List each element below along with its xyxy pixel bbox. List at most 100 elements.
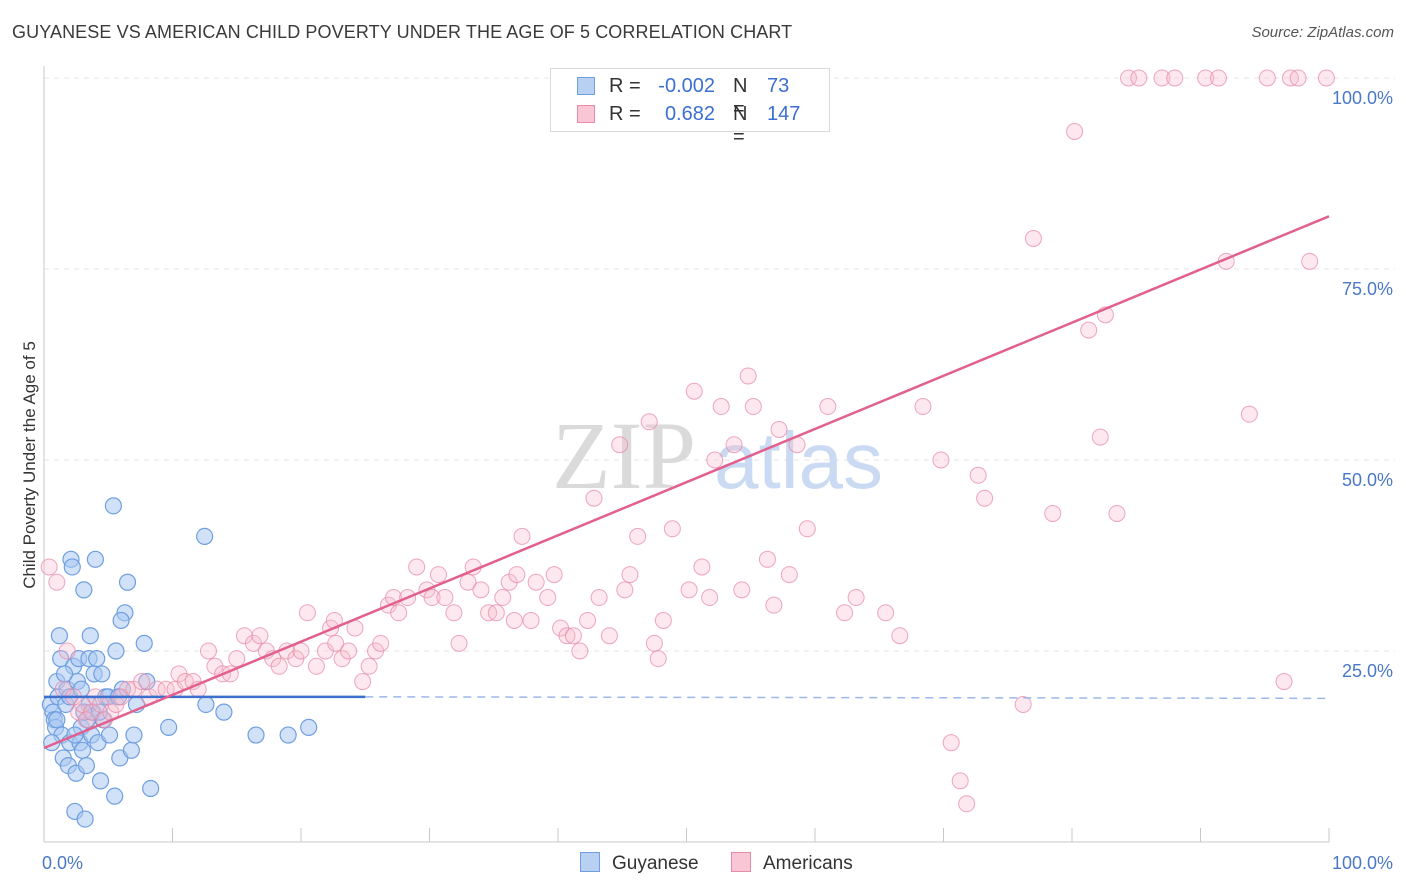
guyanese-point [75, 581, 93, 599]
bottom-legend-swatch-blue [580, 852, 600, 872]
bottom-legend-label: Americans [763, 853, 853, 874]
americans-point [958, 795, 976, 813]
guyanese-point [125, 726, 143, 744]
americans-point [685, 382, 703, 400]
americans-point [976, 489, 994, 507]
americans-point [1024, 229, 1042, 247]
americans-point [445, 604, 463, 622]
americans-point [765, 596, 783, 614]
americans-point [701, 589, 719, 607]
americans-point [527, 573, 545, 591]
legend-n-value: 147 [767, 103, 801, 125]
legend-r-value: -0.002 [658, 75, 715, 97]
americans-point [798, 520, 816, 538]
bottom-legend-swatch-pink [731, 852, 751, 872]
americans-point [600, 627, 618, 645]
guyanese-point [247, 726, 265, 744]
americans-point [590, 589, 608, 607]
americans-point [706, 451, 724, 469]
americans-point [645, 634, 663, 652]
americans-point [877, 604, 895, 622]
americans-point [585, 489, 603, 507]
americans-point [1120, 69, 1138, 87]
y-tick-label: 100.0% [1332, 88, 1393, 108]
guyanese-point [106, 787, 124, 805]
americans-point [611, 436, 629, 454]
americans-point [522, 611, 540, 629]
americans-point [487, 604, 505, 622]
bottom-legend-label: Guyanese [612, 853, 699, 874]
americans-point [1153, 69, 1171, 87]
americans-point [1014, 695, 1032, 713]
americans-point [629, 527, 647, 545]
guyanese-point [50, 627, 69, 645]
americans-point [951, 772, 969, 790]
americans-point [847, 589, 865, 607]
americans-point [1197, 69, 1215, 87]
y-tick-label: 50.0% [1342, 470, 1393, 490]
americans-point [1044, 504, 1062, 522]
guyanese-point [142, 779, 160, 798]
guyanese-point [93, 665, 111, 683]
guyanese-points [41, 497, 318, 828]
americans-point [663, 520, 681, 538]
americans-point [1209, 69, 1227, 87]
americans-point [1091, 428, 1109, 446]
americans-point [621, 566, 639, 584]
bottom-legend-guyanese: Guyanese [580, 852, 699, 875]
correlation-legend: R = -0.002 N = 73 R = 0.682 N = 147 [550, 68, 830, 148]
axes [43, 66, 1330, 843]
guyanese-point [300, 718, 318, 737]
legend-r-value: 0.682 [664, 103, 715, 125]
americans-point [199, 642, 217, 660]
americans-point [1275, 673, 1293, 691]
chart-title: GUYANESE VS AMERICAN CHILD POVERTY UNDER… [12, 22, 793, 42]
guyanese-point [76, 810, 94, 828]
y-tick-label: 75.0% [1342, 279, 1393, 299]
americans-point [733, 581, 751, 599]
americans-point [649, 650, 667, 668]
x-tick-label-max: 100.0% [1332, 853, 1393, 873]
americans-point [472, 581, 490, 599]
guyanese-point [104, 497, 122, 515]
americans-point [1289, 69, 1307, 87]
guyanese-point [63, 558, 81, 576]
bottom-legend-americans: Americans [731, 852, 853, 875]
americans-point [758, 550, 776, 568]
americans-point [340, 642, 358, 660]
y-tick-label: 25.0% [1342, 661, 1393, 681]
trend-lines [43, 215, 1330, 750]
legend-swatch-pink [577, 105, 595, 123]
americans-point [1080, 321, 1098, 339]
americans-point [739, 367, 757, 385]
x-tick-label-min: 0.0% [42, 853, 83, 873]
watermark: ZIP atlas [552, 402, 883, 509]
americans-point [307, 657, 325, 675]
americans-point [836, 604, 854, 622]
legend-n-label: N = [733, 75, 748, 120]
watermark-atlas: atlas [714, 416, 883, 505]
americans-point [725, 436, 743, 454]
americans-point [712, 398, 730, 416]
americans-point [819, 398, 837, 416]
guyanese-point [196, 527, 214, 546]
americans-point [1066, 122, 1084, 140]
americans-point [654, 611, 672, 629]
guyanese-point [91, 772, 110, 790]
americans-point [436, 589, 454, 607]
guyanese-point [215, 703, 233, 721]
americans-point [579, 611, 597, 629]
americans-point [360, 657, 378, 675]
americans-point [545, 566, 563, 584]
americans-point [408, 558, 426, 576]
americans-point [1166, 69, 1184, 87]
americans-point [327, 634, 345, 652]
americans-point [228, 650, 246, 668]
americans-point [770, 420, 788, 438]
americans-point [1317, 69, 1335, 87]
guyanese-point [118, 573, 137, 591]
americans-point [558, 627, 576, 645]
guyanese-point [48, 711, 66, 729]
americans-point [1240, 405, 1258, 423]
